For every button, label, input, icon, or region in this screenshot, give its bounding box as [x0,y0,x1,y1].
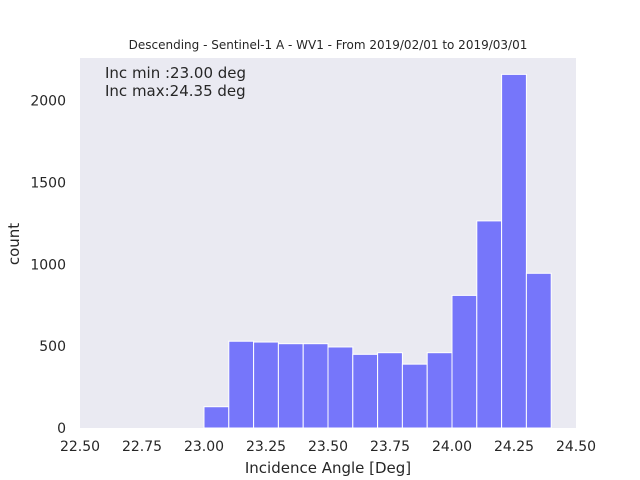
x-axis-ticks: 22.50 22.75 23.00 23.25 23.50 23.75 24.00 24.25… [60,439,596,455]
x-tick-label: 23.50 [308,439,348,455]
chart-title: Descending - Sentinel-1 A - WV1 - From 2… [129,38,528,52]
x-tick-label: 24.25 [494,439,534,455]
histogram-bars [203,73,552,429]
histogram-bar-5 [302,343,329,429]
y-tick-label: 0 [57,421,66,437]
histogram-bar-9 [401,363,428,429]
histogram-bar-6 [327,346,354,429]
histogram-bar-11 [451,294,478,429]
x-tick-label: 22.50 [60,439,100,455]
y-axis-label: count [5,223,23,265]
annotation-inc-min: Inc min :23.00 deg [105,64,246,82]
histogram-bar-3 [253,341,279,429]
x-tick-label: 23.00 [184,439,224,455]
x-tick-label: 22.75 [122,439,162,455]
x-tick-label: 24.00 [432,439,472,455]
y-tick-label: 1000 [30,257,66,273]
x-tick-label: 23.75 [370,439,410,455]
x-tick-label: 23.25 [246,439,286,455]
y-tick-label: 500 [39,339,66,355]
histogram-bar-14 [525,272,552,429]
histogram-bar-12 [476,220,503,429]
x-tick-label: 24.50 [556,439,596,455]
histogram-bar-7 [352,353,379,429]
histogram-bar-2 [228,340,255,429]
histogram-bar-8 [377,352,403,429]
x-axis-label: Incidence Angle [Deg] [245,459,411,477]
histogram-bar-13 [501,73,527,429]
histogram-bar-10 [426,352,453,429]
histogram-bar-1 [203,406,230,429]
y-axis-ticks: 0 500 1000 1500 2000 [30,94,66,437]
y-tick-label: 1500 [30,175,66,191]
histogram-bar-4 [277,343,304,429]
annotation-inc-max: Inc max:24.35 deg [105,82,246,100]
y-tick-label: 2000 [30,94,66,110]
